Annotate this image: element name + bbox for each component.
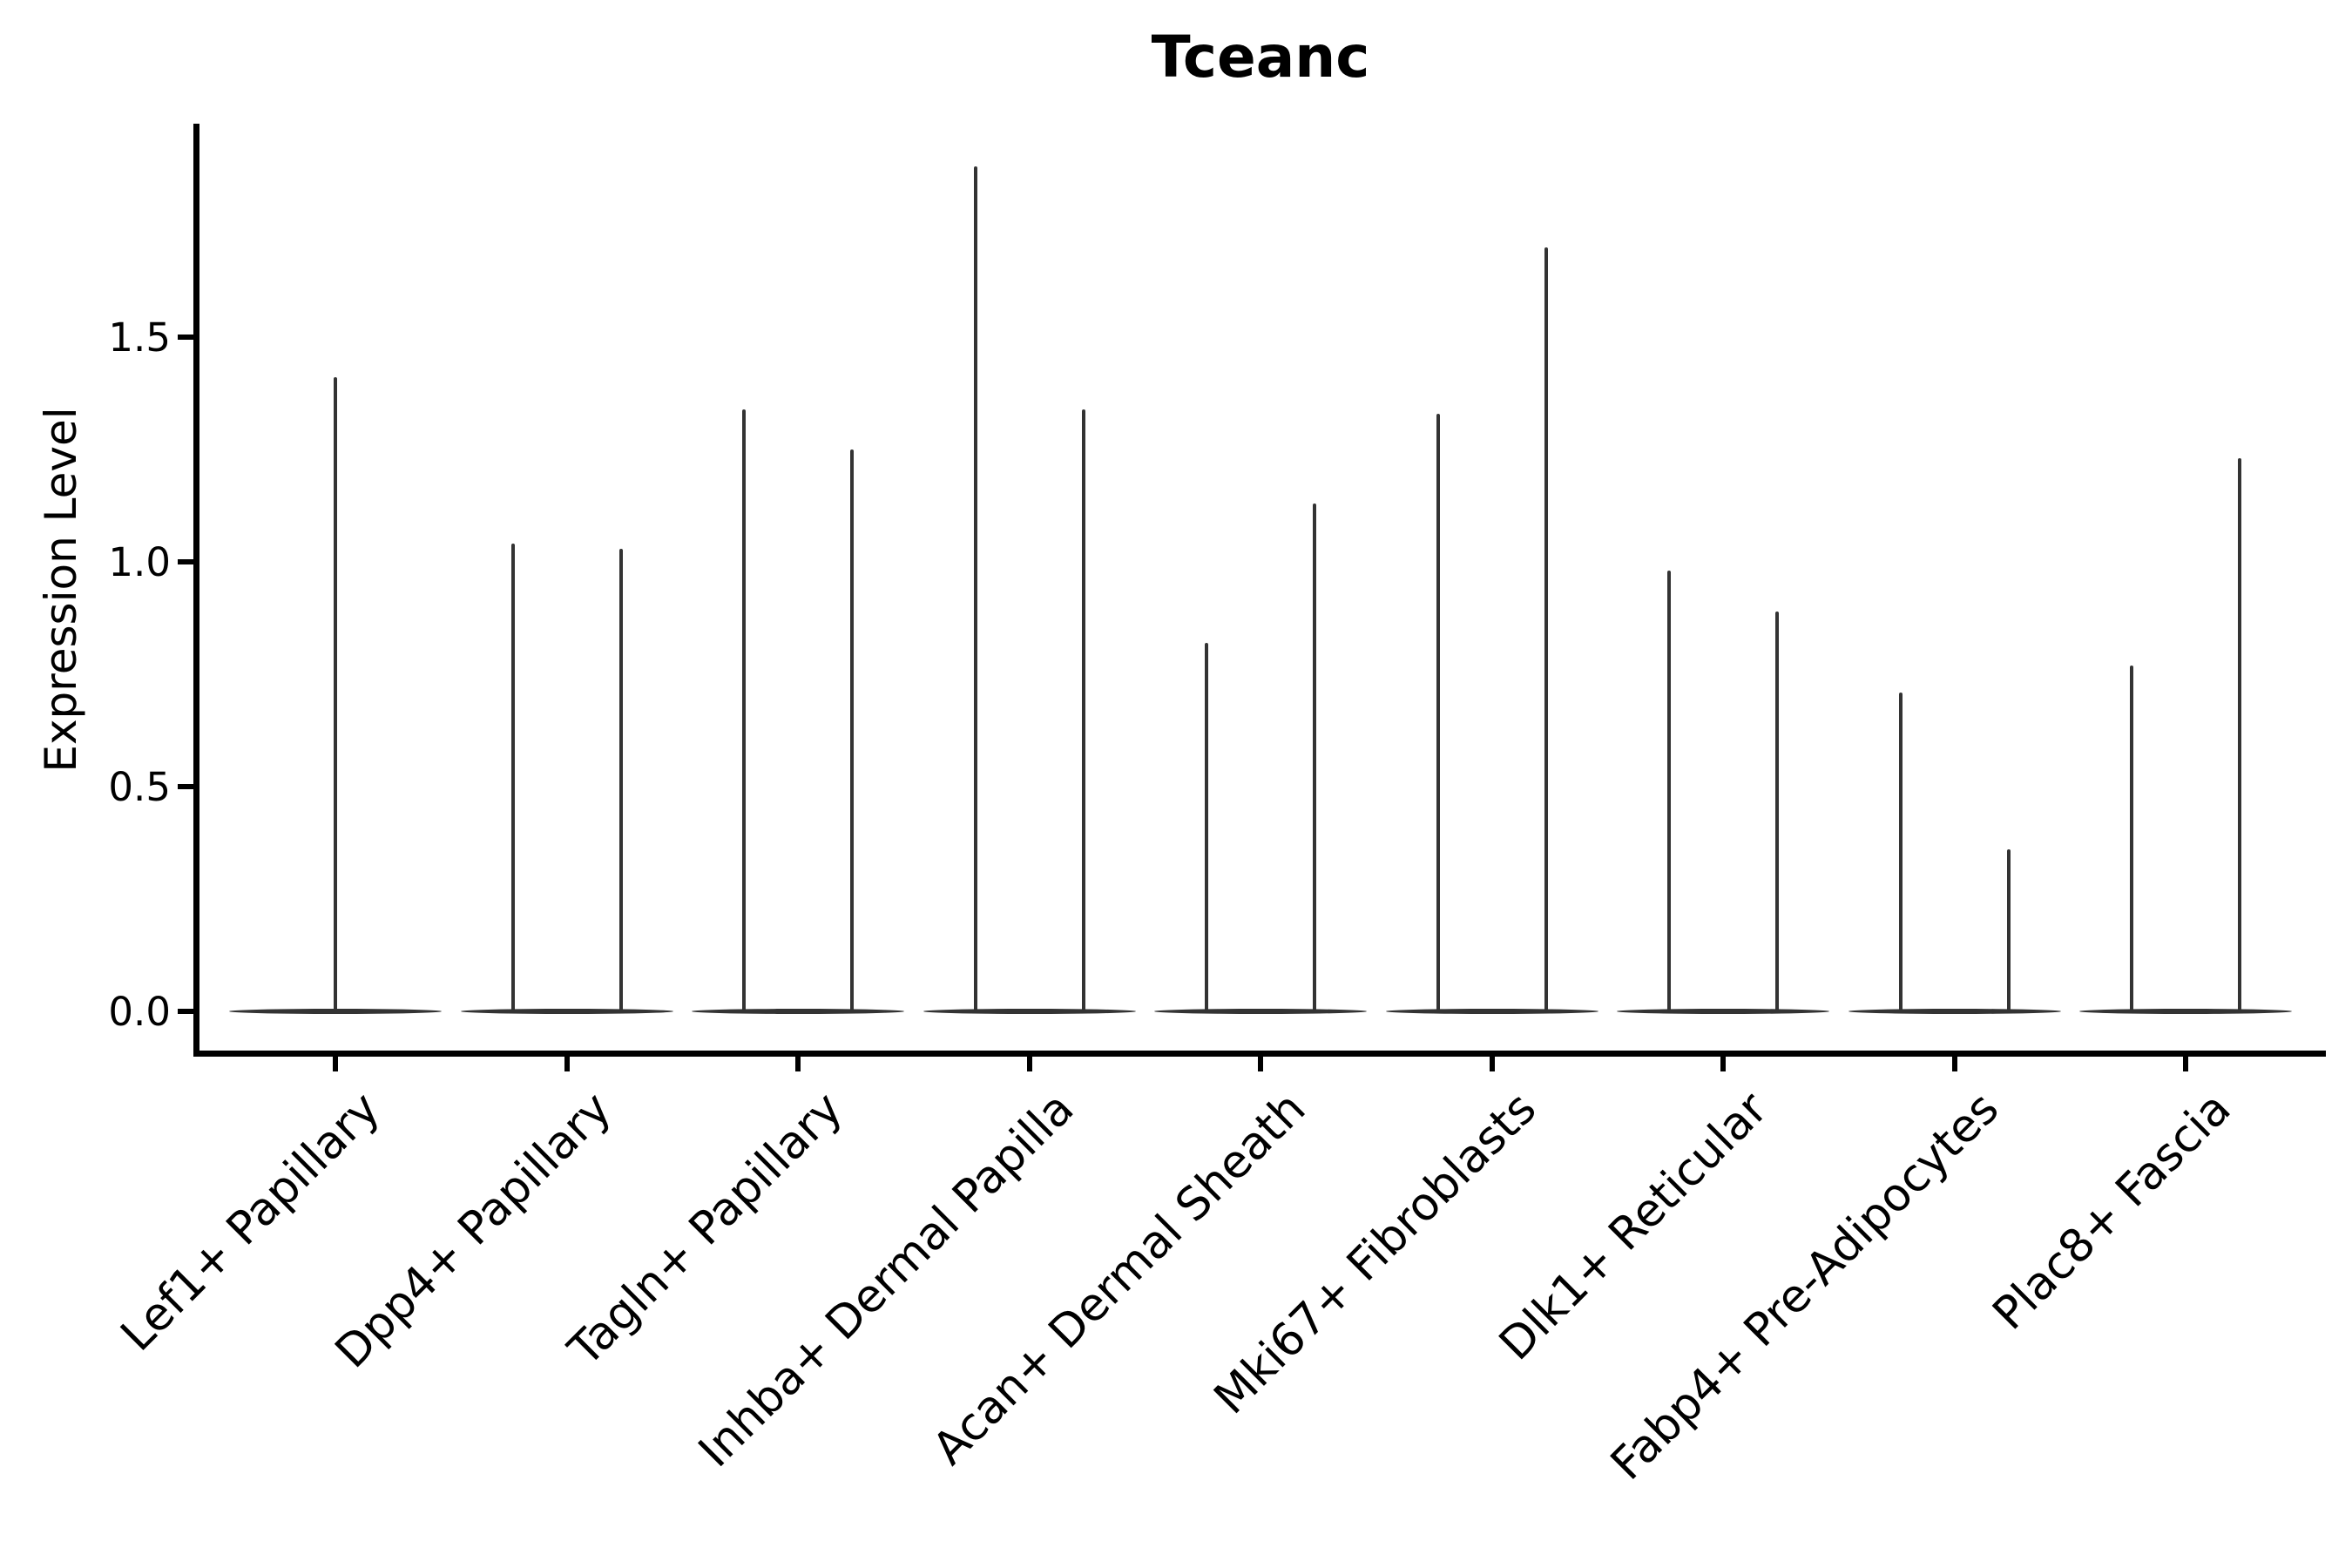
violin-spike (1436, 414, 1440, 1011)
x-tick-mark (564, 1057, 570, 1071)
y-tick-mark (178, 559, 193, 564)
y-tick-label: 1.0 (108, 539, 171, 585)
x-tick-mark (1026, 1057, 1032, 1071)
violin-spike (1775, 612, 1779, 1011)
violin-baseline (229, 1009, 442, 1014)
y-tick-label: 0.0 (108, 989, 171, 1035)
y-axis-spine (193, 124, 199, 1057)
x-tick-mark (1720, 1057, 1726, 1071)
violin-spike (2238, 458, 2241, 1011)
violin-spike (1544, 247, 1548, 1011)
x-tick-mark (795, 1057, 801, 1071)
violin-baseline (923, 1009, 1136, 1014)
x-tick-mark (1951, 1057, 1957, 1071)
violin-baseline (1848, 1009, 2061, 1014)
violin-spike (618, 549, 623, 1011)
violin-spike (1898, 693, 1903, 1011)
x-tick-label: Plac8+ Fascia (1983, 1082, 2241, 1341)
x-tick-mark (1258, 1057, 1263, 1071)
x-tick-mark (1489, 1057, 1495, 1071)
violin-spike (1667, 571, 1671, 1011)
violin-spike (973, 166, 977, 1011)
violin-baseline (460, 1009, 673, 1014)
y-tick-label: 0.5 (108, 764, 171, 810)
y-tick-label: 1.5 (108, 314, 171, 361)
violin-spike (2006, 849, 2011, 1011)
y-tick-mark (178, 784, 193, 789)
violin-baseline (2079, 1009, 2292, 1014)
violin-spike (510, 544, 515, 1011)
violin-spike (334, 377, 337, 1011)
violin-spike (742, 409, 746, 1011)
violin-spike (1081, 409, 1085, 1011)
y-tick-mark (178, 1009, 193, 1014)
violin-spike (1205, 643, 1208, 1011)
violin-spike (850, 449, 854, 1011)
x-tick-mark (333, 1057, 338, 1071)
x-tick-label: Inhba+ Dermal Papilla (689, 1082, 1085, 1478)
x-tick-label: Fabp4+ Pre-Adipocytes (1601, 1082, 2010, 1490)
y-tick-mark (178, 335, 193, 340)
x-tick-mark (2183, 1057, 2188, 1071)
violin-baseline (692, 1009, 904, 1014)
x-axis-spine (193, 1051, 2326, 1057)
violin-baseline (1154, 1009, 1367, 1014)
violin-baseline (1385, 1009, 1598, 1014)
x-tick-label: Acan+ Dermal Sheath (923, 1082, 1316, 1476)
violin-baseline (1617, 1009, 1829, 1014)
chart-title: Tceanc (1151, 24, 1370, 91)
y-axis-label: Expression Level (36, 407, 86, 773)
violin-spike (1313, 504, 1316, 1011)
violin-spike (2130, 666, 2133, 1011)
